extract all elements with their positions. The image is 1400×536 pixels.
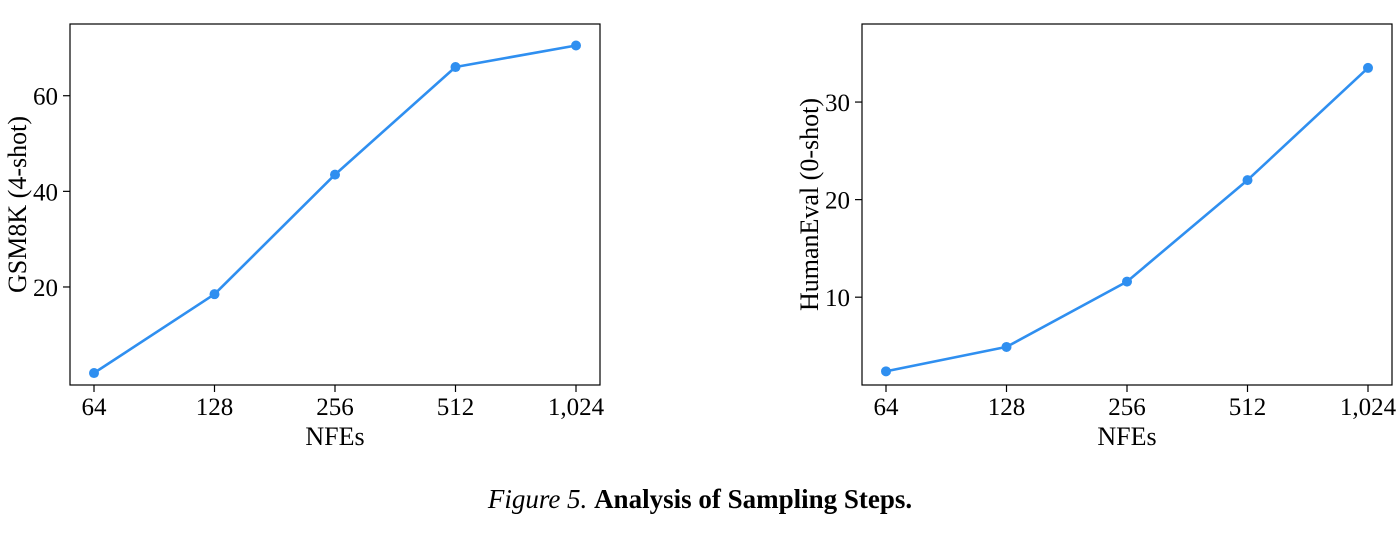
chart-2-data-point	[881, 366, 891, 377]
chart-2-series-line	[885, 66, 1369, 373]
chart-1-x-tick-label: 1,024	[548, 394, 605, 421]
chart-2-data-point	[1122, 276, 1132, 287]
chart-1-y-tick-label: 40	[33, 179, 58, 206]
chart-2-x-tick-label: 128	[988, 394, 1026, 421]
chart-2-data-point	[1001, 341, 1012, 352]
chart-1-y-tick-label: 60	[33, 84, 58, 111]
chart-1-data-point	[450, 62, 461, 73]
chart-1-x-axis-label: NFEs	[305, 422, 364, 451]
figure-title: Analysis of Sampling Steps.	[594, 484, 913, 514]
chart-2-y-tick-label: 20	[825, 188, 850, 215]
chart-1-y-axis-label: GSM8K (4-shot)	[3, 116, 32, 293]
chart-1-x-tick-label: 512	[437, 394, 475, 421]
chart-1-data-point	[571, 40, 581, 51]
chart-1-data-point	[89, 368, 99, 379]
chart-2-data-point	[1242, 175, 1253, 186]
chart-1-data-point	[209, 289, 220, 300]
chart-2-x-tick-label: 64	[874, 394, 900, 421]
chart-1-data-point	[330, 169, 340, 180]
chart-1-y-tick-label: 20	[33, 275, 58, 302]
chart-1-series-line	[93, 44, 577, 375]
chart-2-y-axis-label: HumanEval (0-shot)	[795, 98, 824, 311]
figure-label: Figure 5.	[487, 484, 588, 514]
chart-2-plot-frame	[861, 23, 1393, 386]
chart-1-x-tick-label: 64	[82, 394, 108, 421]
chart-2-x-tick-label: 256	[1108, 394, 1146, 421]
chart-2-y-tick-label: 10	[825, 285, 850, 312]
chart-1-x-tick-label: 128	[196, 394, 234, 421]
chart-2-y-tick-label: 30	[825, 90, 850, 117]
chart-2-x-tick-label: 1,024	[1340, 394, 1397, 421]
chart-1-x-tick-label: 256	[316, 394, 354, 421]
chart-1-plot-frame	[69, 23, 601, 386]
chart-2-x-tick-label: 512	[1229, 394, 1267, 421]
chart-2-data-point	[1363, 62, 1373, 73]
chart-2-x-axis-label: NFEs	[1097, 422, 1156, 451]
figure-caption: Figure 5. Analysis of Sampling Steps.	[0, 484, 1400, 515]
